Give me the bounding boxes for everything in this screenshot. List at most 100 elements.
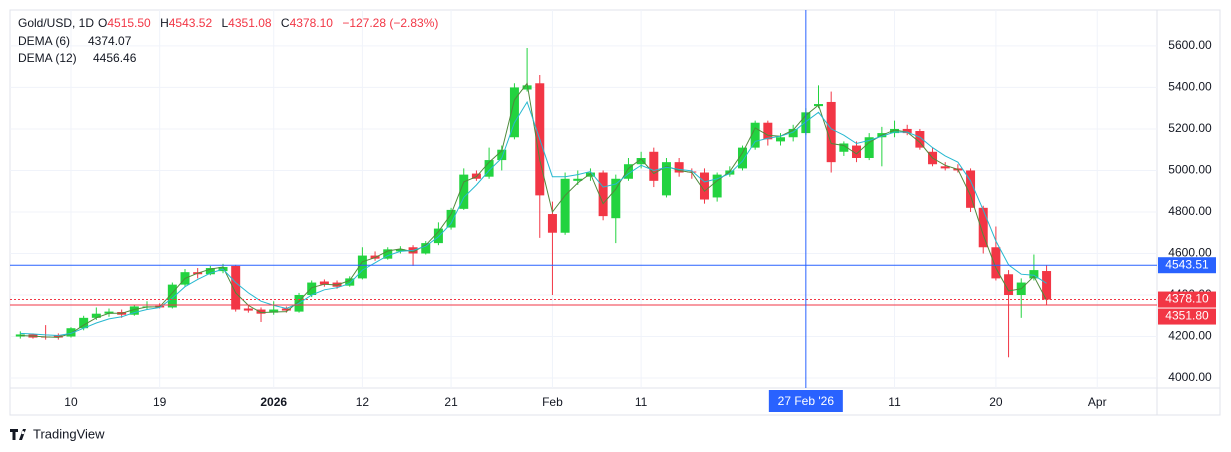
candle-body <box>269 309 279 313</box>
candle-body <box>357 255 367 279</box>
plot <box>10 10 1157 388</box>
candle-body <box>484 160 494 177</box>
candle-body <box>864 137 874 159</box>
candle-body <box>902 128 912 134</box>
indicator-value: 4374.07 <box>88 34 132 48</box>
candle-body <box>15 334 25 337</box>
candle-body <box>459 174 469 209</box>
y-tick-label: 5200.00 <box>1168 121 1212 135</box>
candle-body <box>91 313 101 318</box>
ohlc-key: C <box>281 16 290 30</box>
ohlc-value: 4543.52 <box>169 16 213 30</box>
candle-body <box>699 172 709 200</box>
y-tick-label: 4000.00 <box>1168 370 1212 384</box>
price-label-box <box>1158 291 1216 308</box>
ohlc-key: O <box>98 16 107 30</box>
x-tick-label: 19 <box>153 395 167 409</box>
candle-body <box>611 178 621 219</box>
legend: Gold/USD, 1D O4515.50 H4543.52 L4351.08 … <box>18 16 438 65</box>
candle-body <box>129 306 139 315</box>
candle-body <box>446 209 456 228</box>
candle-body <box>737 147 747 169</box>
candle-body <box>79 317 89 329</box>
candle-body <box>433 228 443 244</box>
change: −127.28 (−2.83%) <box>342 16 438 30</box>
candle-body <box>940 166 950 169</box>
candle-body <box>104 311 114 314</box>
price-label-box <box>1158 257 1216 274</box>
x-tick-label: 20 <box>989 395 1003 409</box>
indicator-name: DEMA (12) <box>18 51 77 65</box>
brand: TradingView <box>10 426 105 441</box>
y-tick-label: 4200.00 <box>1168 329 1212 343</box>
x-tick-label: Feb <box>542 395 563 409</box>
candle-body <box>560 178 570 233</box>
candle-body <box>991 247 1001 279</box>
candle-body <box>788 128 798 138</box>
ohlc-value: 4378.10 <box>290 16 334 30</box>
candle-body <box>205 268 215 275</box>
candle-body <box>852 145 862 159</box>
x-tick-label: 11 <box>888 395 901 409</box>
y-tick-label: 4800.00 <box>1168 204 1212 218</box>
candle-body <box>890 128 900 134</box>
candle-body <box>725 170 735 175</box>
x-tick-label: 11 <box>635 395 648 409</box>
candle-body <box>573 178 583 181</box>
price-label: 4378.10 <box>1165 292 1209 306</box>
candle-body <box>522 85 532 90</box>
candle-body <box>623 164 633 179</box>
indicator-name: DEMA (6) <box>18 34 70 48</box>
x-tick-label: 21 <box>444 395 458 409</box>
candle-body <box>256 309 266 314</box>
candle-body <box>421 243 431 254</box>
y-tick-label: 4600.00 <box>1168 246 1212 260</box>
symbol: Gold/USD, 1D <box>18 16 94 30</box>
candle-body <box>345 278 355 286</box>
candle-body <box>649 151 659 181</box>
candle-body <box>636 158 646 165</box>
grid <box>10 10 1157 388</box>
ohlc-key: L <box>221 16 228 30</box>
axes: 4000.004200.004400.004600.004800.005000.… <box>64 38 1216 412</box>
candle-body <box>776 137 785 142</box>
x-tick-label: 10 <box>64 395 78 409</box>
candle-body <box>307 282 317 296</box>
ohlc: O4515.50 H4543.52 L4351.08 C4378.10 −127… <box>98 16 438 30</box>
price-label: 4351.80 <box>1165 309 1209 323</box>
crosshair-date: 27 Feb '26 <box>778 394 835 408</box>
candle-body <box>966 170 976 208</box>
crosshair-date-box <box>768 390 843 412</box>
candle-body <box>281 308 291 311</box>
price-label: 4543.51 <box>1165 257 1209 271</box>
candle-body <box>231 265 241 310</box>
candle-body <box>509 87 519 138</box>
candle-body <box>978 207 988 248</box>
candle-body <box>915 131 925 148</box>
candle-body <box>750 122 760 148</box>
candle-body <box>1042 271 1052 300</box>
x-tick-label: 12 <box>356 395 370 409</box>
price-label-box <box>1158 308 1216 325</box>
candle-body <box>826 101 836 163</box>
candle-body <box>243 308 253 311</box>
y-tick-label: 5600.00 <box>1168 38 1212 52</box>
candle-body <box>839 143 849 152</box>
candle-body <box>319 281 329 285</box>
x-tick-label: Apr <box>1088 395 1107 409</box>
candle-body <box>661 162 671 196</box>
candle-body <box>66 328 76 337</box>
candle-body <box>712 174 722 198</box>
candle-body <box>598 172 608 217</box>
y-tick-label: 5000.00 <box>1168 163 1212 177</box>
brand-name: TradingView <box>33 426 105 441</box>
indicator-value: 4456.46 <box>93 51 137 65</box>
indicator-line <box>20 100 1047 337</box>
candle-body <box>1004 274 1014 296</box>
brand-logo <box>10 429 26 440</box>
y-tick-label: 5400.00 <box>1168 80 1212 94</box>
candle-body <box>763 122 773 140</box>
candle-body <box>547 214 557 233</box>
ohlc-value: 4515.50 <box>107 16 151 30</box>
